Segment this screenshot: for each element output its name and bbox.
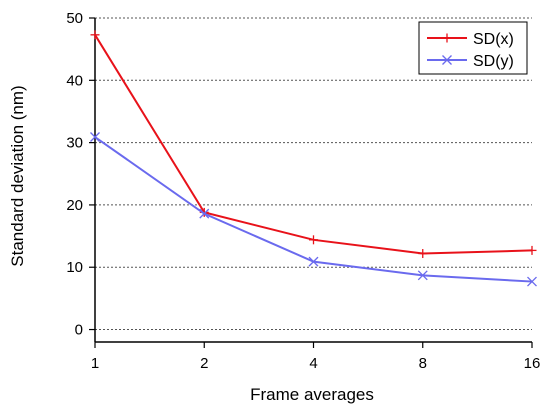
y-tick-label: 30 [66, 135, 83, 152]
y-axis-label: Standard deviation (nm) [8, 85, 27, 266]
data-point [527, 276, 537, 287]
x-tick-label: 16 [524, 355, 541, 372]
x-axis-label: Frame averages [250, 385, 374, 404]
series-2 [90, 132, 537, 287]
data-point [90, 132, 100, 142]
legend-box [418, 21, 528, 75]
legend-label: SD(x) [473, 31, 514, 48]
data-point [417, 270, 428, 281]
x-tick-label: 4 [309, 355, 317, 372]
legend-marker [442, 55, 452, 65]
x-tick-label: 8 [419, 355, 427, 372]
y-tick-label: 50 [66, 10, 83, 27]
data-point [199, 208, 210, 219]
grid [95, 17, 532, 331]
data-point [308, 256, 319, 267]
y-axis-ticks: 0 10 20 30 40 50 [66, 10, 95, 339]
y-tick-label: 40 [66, 72, 83, 89]
series-line [94, 136, 533, 283]
x-tick-label: 2 [200, 355, 208, 372]
y-tick-label: 20 [66, 197, 83, 214]
x-tick-label: 1 [91, 355, 99, 372]
y-tick-label: 0 [75, 322, 83, 339]
series-group [90, 30, 537, 287]
y-tick-label: 10 [66, 259, 83, 276]
x-axis-ticks: 1 2 4 8 16 [91, 342, 541, 372]
legend-label: SD(y) [473, 53, 514, 70]
legend: SD(x) SD(y) [418, 21, 528, 75]
